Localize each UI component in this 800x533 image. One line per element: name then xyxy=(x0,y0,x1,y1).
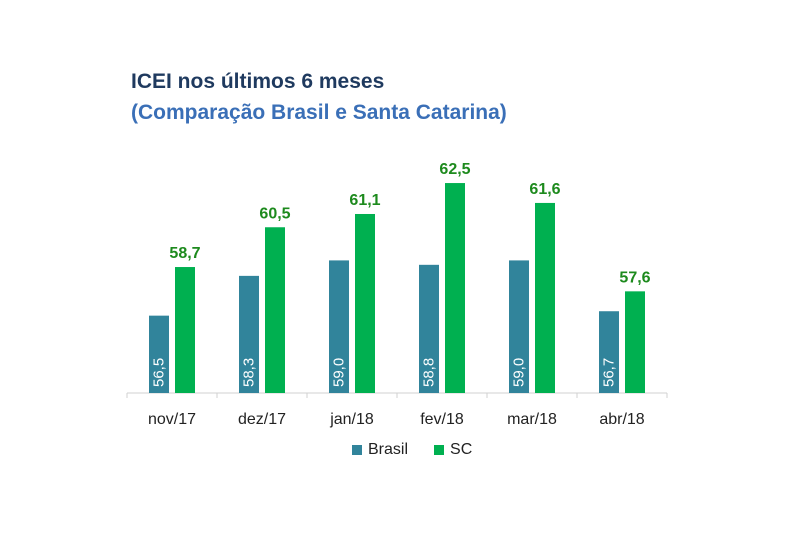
data-label-sc: 58,7 xyxy=(169,245,200,262)
data-label-brasil: 58,3 xyxy=(241,358,258,387)
bar-sc xyxy=(535,202,555,393)
chart-title: ICEI nos últimos 6 meses xyxy=(131,70,385,93)
bar-brasil xyxy=(509,260,529,393)
data-label-sc: 61,6 xyxy=(529,181,560,198)
bar-sc xyxy=(175,267,195,393)
bar-sc xyxy=(355,213,375,393)
legend-item-sc: SC xyxy=(434,441,472,459)
data-label-brasil: 56,7 xyxy=(601,358,618,387)
data-label-brasil: 58,8 xyxy=(421,358,438,387)
legend-label-sc: SC xyxy=(450,441,473,458)
bar-brasil xyxy=(599,311,619,393)
data-label-sc: 62,5 xyxy=(439,161,470,178)
data-label-sc: 60,5 xyxy=(259,205,290,222)
bar-brasil xyxy=(329,260,349,393)
x-tick-label: abr/18 xyxy=(599,411,644,428)
legend-label-brasil: Brasil xyxy=(368,441,409,458)
bar-sc xyxy=(265,227,285,393)
data-label-sc: 57,6 xyxy=(619,269,650,286)
data-label-sc: 61,1 xyxy=(349,192,380,209)
bar-brasil xyxy=(239,275,259,393)
bar-sc xyxy=(625,291,645,393)
bar-sc xyxy=(445,183,465,393)
data-label-brasil: 59,0 xyxy=(331,358,348,387)
x-tick-label: fev/18 xyxy=(420,411,464,428)
data-label-brasil: 59,0 xyxy=(511,358,528,387)
legend-item-brasil: Brasil xyxy=(352,441,408,459)
legend-swatch-sc xyxy=(434,445,445,455)
x-tick-label: nov/17 xyxy=(148,411,196,428)
legend: Brasil SC xyxy=(352,441,472,459)
x-tick-label: dez/17 xyxy=(238,411,286,428)
legend-swatch-brasil xyxy=(352,445,362,455)
x-tick-label: mar/18 xyxy=(507,411,557,428)
x-tick-label: jan/18 xyxy=(329,411,374,428)
chart-subtitle: (Comparação Brasil e Santa Catarina) xyxy=(131,101,507,124)
bar-brasil xyxy=(149,315,169,393)
bar-brasil xyxy=(419,264,439,393)
data-label-brasil: 56,5 xyxy=(151,358,168,387)
